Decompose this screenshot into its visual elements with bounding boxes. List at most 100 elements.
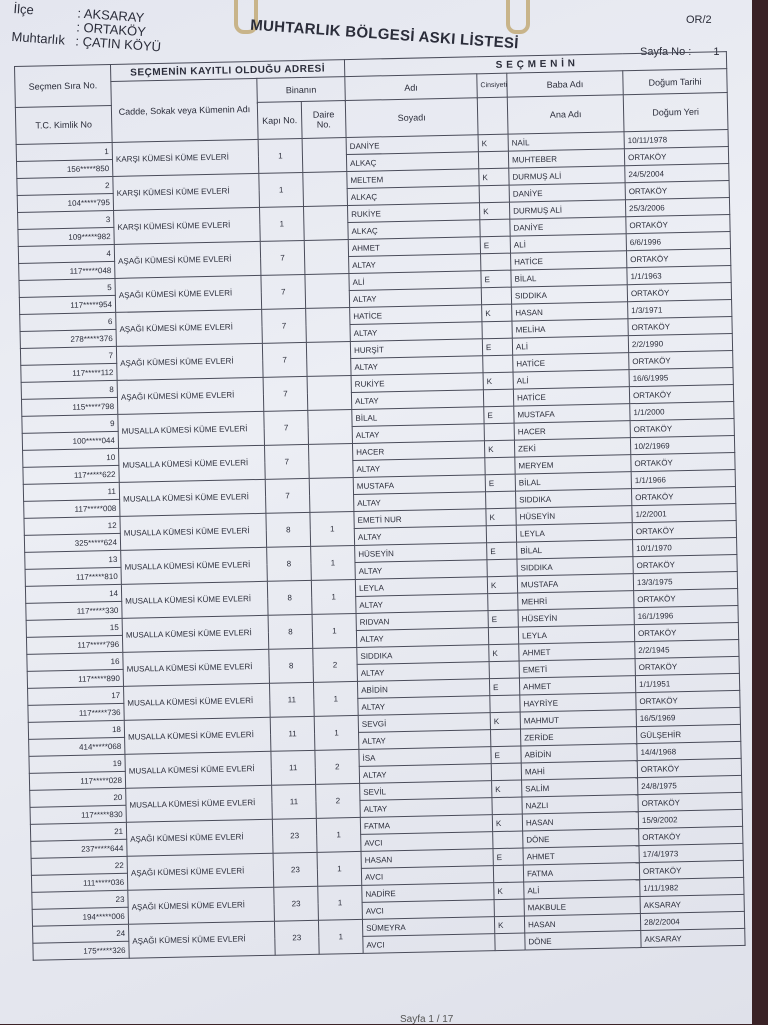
street-name: MUSALLA KÜMESİ KÜME EVLERİ — [124, 751, 272, 789]
sira-no: 6 — [19, 312, 117, 332]
birth-place: ORTAKÖY — [631, 486, 736, 506]
birth-place: ORTAKÖY — [633, 588, 739, 608]
sira-no: 21 — [30, 822, 127, 842]
gender: K — [481, 304, 512, 322]
birth-place: ORTAKÖY — [630, 452, 736, 472]
door-no: 1 — [258, 172, 304, 208]
gender: K — [492, 814, 523, 832]
street-name: AŞAĞI KÜMESİ KÜME EVLERİ — [127, 853, 274, 891]
flat-no: 1 — [311, 579, 357, 615]
birth-date: 13/3/1975 — [633, 571, 738, 591]
col-birth-date: Doğum Tarihi — [622, 68, 728, 95]
birth-date: 16/5/1969 — [636, 707, 741, 727]
door-no: 7 — [260, 274, 306, 310]
col-sira: Seçmen Sıra No. — [14, 64, 112, 108]
gender-blank — [485, 491, 516, 509]
gender-blank — [478, 151, 509, 169]
door-no: 11 — [270, 750, 316, 786]
tc-kimlik-no: 117*****330 — [25, 601, 123, 621]
birth-date: 10/1/1970 — [632, 537, 737, 557]
sira-no: 1 — [16, 142, 113, 162]
gender: K — [487, 576, 518, 594]
street-name: MUSALLA KÜMESİ KÜME EVLERİ — [122, 615, 269, 653]
birth-place: ORTAKÖY — [635, 656, 740, 676]
birth-date: 10/11/1978 — [624, 129, 729, 149]
birth-date: 10/2/1969 — [630, 435, 735, 455]
gender-blank — [488, 627, 519, 645]
gender-blank — [480, 253, 511, 271]
col-tc: T.C. Kimlik No — [15, 105, 113, 145]
street-name: AŞAĞI KÜMESİ KÜME EVLERİ — [115, 309, 263, 347]
birth-place: ORTAKÖY — [637, 792, 743, 812]
door-no: 11 — [269, 682, 315, 718]
sira-no: 24 — [32, 924, 129, 944]
gender-blank — [482, 355, 514, 373]
birth-date: 24/5/2004 — [624, 163, 730, 183]
gender-blank — [494, 932, 526, 951]
door-no: 7 — [260, 240, 305, 276]
birth-place: ORTAKÖY — [635, 690, 741, 710]
door-no: 23 — [273, 886, 319, 922]
gender-blank — [479, 219, 511, 237]
tc-kimlik-no: 117*****008 — [23, 499, 120, 519]
street-name: MUSALLA KÜMESİ KÜME EVLERİ — [117, 411, 265, 449]
gender: E — [488, 610, 519, 628]
flat-no: 2 — [315, 783, 361, 819]
door-no: 8 — [267, 580, 313, 616]
door-no: 23 — [273, 852, 318, 888]
tc-kimlik-no: 117*****028 — [29, 771, 126, 791]
location-header: İlçe: AKSARAY : ORTAKÖY Muhtarlık: ÇATIN… — [11, 1, 163, 54]
col-gender-blank — [477, 97, 509, 135]
sira-no: 9 — [21, 414, 119, 434]
flat-no — [303, 205, 349, 241]
flat-no: 1 — [313, 681, 359, 717]
sira-no: 4 — [18, 244, 115, 264]
birth-place: ORTAKÖY — [624, 146, 729, 166]
sira-no: 18 — [28, 720, 125, 740]
birth-date: 28/2/2004 — [640, 911, 745, 931]
flat-no: 2 — [314, 749, 360, 785]
gender-blank — [491, 797, 523, 815]
page-footer: Sayfa 1 / 17 — [400, 1014, 454, 1025]
door-no: 1 — [258, 138, 303, 174]
birth-place: ORTAKÖY — [627, 316, 733, 336]
sira-no: 5 — [18, 278, 116, 298]
sira-no: 10 — [22, 448, 119, 468]
gender: K — [478, 168, 510, 186]
col-flat: Daire No. — [301, 100, 347, 139]
tc-kimlik-no: 117*****796 — [26, 635, 123, 655]
street-name: MUSALLA KÜMESİ KÜME EVLERİ — [118, 445, 266, 483]
street-name: AŞAĞI KÜMESİ KÜME EVLERİ — [126, 819, 274, 857]
page-number: Sayfa No : 1 — [640, 46, 719, 58]
gender-blank — [486, 525, 517, 543]
sira-no: 20 — [29, 788, 127, 808]
gender: K — [490, 712, 521, 730]
street-name: AŞAĞI KÜMESİ KÜME EVLERİ — [114, 241, 261, 279]
flat-no: 1 — [310, 545, 356, 581]
street-name: MUSALLA KÜMESİ KÜME EVLERİ — [125, 785, 273, 823]
birth-date: 14/4/1968 — [636, 741, 742, 761]
gender-blank — [490, 729, 521, 747]
tc-kimlik-no: 117*****112 — [20, 363, 118, 383]
birth-place: ORTAKÖY — [630, 418, 735, 438]
page-value: 1 — [713, 46, 720, 58]
door-no: 7 — [261, 308, 307, 344]
mother-name: DÖNE — [524, 930, 642, 950]
flat-no — [302, 137, 347, 173]
form-code: OR/2 — [686, 14, 712, 26]
street-name: MUSALLA KÜMESİ KÜME EVLERİ — [119, 513, 267, 551]
birth-place: ORTAKÖY — [634, 622, 739, 642]
surname: AVCI — [362, 933, 496, 954]
sira-no: 3 — [17, 210, 114, 230]
birth-place: ORTAKÖY — [629, 384, 734, 404]
gender-blank — [483, 389, 514, 407]
flat-no: 1 — [312, 613, 357, 649]
flat-no: 1 — [317, 885, 363, 921]
gender: K — [478, 134, 509, 152]
flat-no: 1 — [316, 817, 362, 853]
gender-blank — [489, 695, 521, 713]
birth-place: ORTAKÖY — [632, 554, 738, 574]
voter-table: Seçmen Sıra No. SEÇMENİN KAYITLI OLDUĞU … — [14, 51, 746, 961]
tc-kimlik-no: 194*****006 — [32, 907, 129, 927]
street-name: MUSALLA KÜMESİ KÜME EVLERİ — [120, 547, 268, 585]
